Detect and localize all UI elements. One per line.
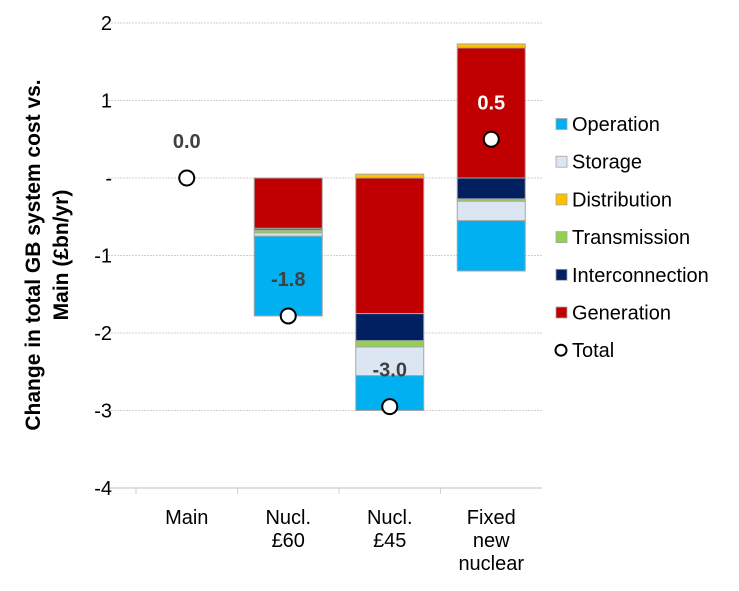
x-category-label: Fixed new nuclear xyxy=(458,507,524,575)
y-axis-title-line: Change in total GB system cost vs. xyxy=(22,79,45,430)
y-axis-title: Change in total GB system cost vs. Main (… xyxy=(22,79,73,430)
legend-label: Generation xyxy=(572,303,671,325)
legend-item: Total xyxy=(554,340,614,362)
legend-item: Interconnection xyxy=(555,265,709,287)
total-data-label: 0.0 xyxy=(173,131,201,153)
legend-swatch xyxy=(555,155,568,168)
x-category-label-line: Nucl. xyxy=(265,507,311,529)
y-axis-label: Change in total GB system cost vs. Main (… xyxy=(22,79,73,430)
bar-segment-interconnection xyxy=(456,177,526,200)
legend-label: Storage xyxy=(572,152,642,174)
total-marker xyxy=(381,398,399,416)
legend-label: Transmission xyxy=(572,227,690,249)
legend: Operation Storage Distribution Transmission… xyxy=(554,114,709,362)
y-tick-label: -4 xyxy=(94,478,112,500)
legend-swatch xyxy=(555,193,568,206)
total-data-label: -1.8 xyxy=(271,269,305,291)
x-category-label: Main xyxy=(165,507,208,529)
legend-item: Operation xyxy=(555,114,660,136)
x-category-label-line: nuclear xyxy=(458,553,524,575)
legend-swatch xyxy=(555,306,568,319)
x-category-label-line: £45 xyxy=(373,530,406,552)
x-category-label-line: £60 xyxy=(272,530,305,552)
bar-segment-interconnection xyxy=(355,313,425,342)
x-category-label: Nucl. £45 xyxy=(367,507,413,552)
bar-segment-distribution xyxy=(456,43,526,49)
total-marker xyxy=(178,169,196,187)
legend-label: Interconnection xyxy=(572,265,709,287)
legend-label: Total xyxy=(572,340,614,362)
legend-swatch xyxy=(555,268,568,281)
legend-label: Operation xyxy=(572,114,660,136)
total-marker xyxy=(279,307,297,325)
y-axis-title-line: Main (£bn/yr) xyxy=(50,190,73,321)
legend-marker-total xyxy=(554,343,568,357)
legend-item: Storage xyxy=(555,152,642,174)
total-data-label: 0.5 xyxy=(477,92,505,114)
total-marker xyxy=(482,130,500,148)
bar-segment-distribution xyxy=(355,173,425,179)
y-tick-label: -3 xyxy=(94,401,112,423)
y-tick-label: 2 xyxy=(101,13,112,35)
bar-segment-generation xyxy=(456,47,526,179)
y-tick-label: -2 xyxy=(94,323,112,345)
y-tick-label: 1 xyxy=(101,91,112,113)
y-tick-label: - xyxy=(105,168,112,190)
total-markers: 0.0 -1.8 -3.0 0.5 xyxy=(173,92,505,416)
legend-swatch xyxy=(555,231,568,244)
bar-segment-transmission xyxy=(355,340,425,348)
y-tick-label: -1 xyxy=(94,246,112,268)
y-axis-ticks: 2 1 - -1 -2 -3 -4 xyxy=(94,13,112,500)
legend-swatch xyxy=(555,118,568,130)
bar-segment-storage xyxy=(456,200,526,222)
legend-label: Distribution xyxy=(572,189,672,211)
legend-item: Generation xyxy=(555,303,671,325)
bar-segment-generation xyxy=(253,177,323,229)
total-data-label: -3.0 xyxy=(373,360,407,382)
bar-segment-generation xyxy=(355,177,425,315)
x-category-label: Nucl. £60 xyxy=(265,507,311,552)
bar-segment-operation xyxy=(456,220,526,272)
legend-item: Transmission xyxy=(555,227,690,249)
x-category-label-line: Nucl. xyxy=(367,507,413,529)
legend-item: Distribution xyxy=(555,189,672,211)
x-category-label-line: new xyxy=(473,530,510,552)
x-category-label-line: Fixed xyxy=(467,507,516,529)
bars xyxy=(253,43,526,411)
x-category-label-line: Main xyxy=(165,507,208,529)
